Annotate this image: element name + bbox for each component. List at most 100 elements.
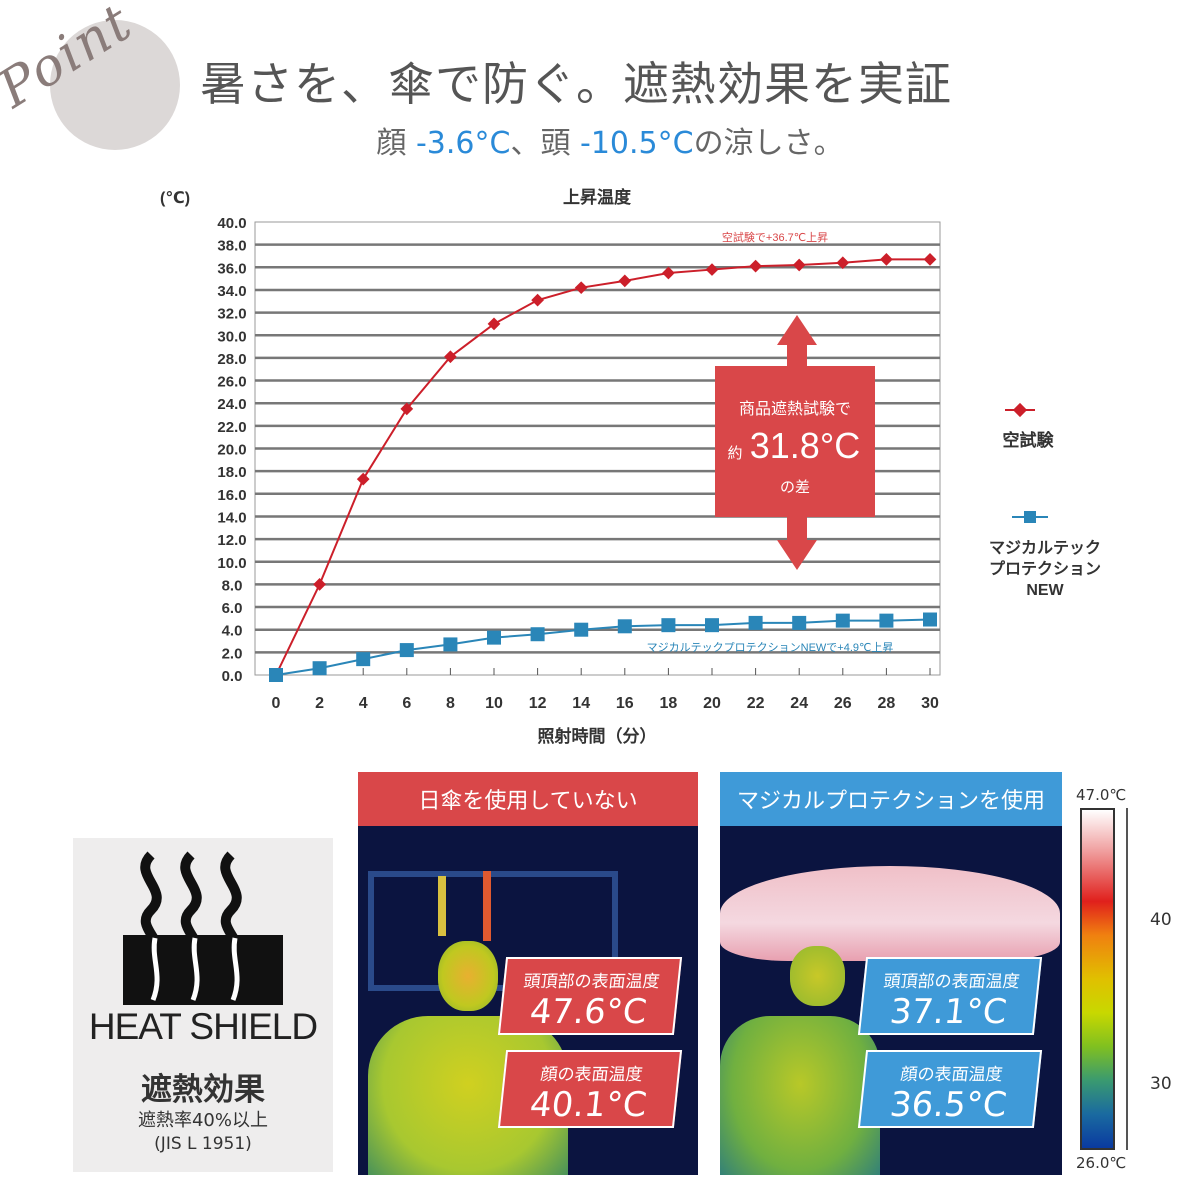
chart-title: 上昇温度 [563, 187, 632, 207]
legend-blue-label: NEW [1026, 582, 1064, 599]
y-tick-label: 20.0 [217, 442, 246, 459]
data-point-blue [835, 613, 850, 628]
face-diff: -3.6°C [415, 126, 511, 161]
tag-label: 顔の表面温度 [899, 1065, 1004, 1085]
y-tick-label: 14.0 [217, 509, 246, 526]
arrow-up-icon [777, 315, 817, 366]
data-point-blue [617, 619, 632, 634]
data-point-blue [356, 652, 371, 667]
data-point-blue [443, 637, 458, 652]
callout-label: 商品遮熱試験で [739, 400, 851, 418]
y-tick-label: 6.0 [222, 600, 243, 617]
difference-callout [715, 366, 875, 517]
tag-label: 頭頂部の表面温度 [522, 972, 661, 992]
y-tick-label: 22.0 [217, 419, 246, 436]
x-tick-label: 6 [402, 695, 411, 712]
callout-suffix: の差 [780, 479, 810, 496]
subtitle-text: の涼しさ。 [693, 126, 844, 161]
shield-rate: 遮熱率40%以上 [137, 1110, 268, 1131]
data-point-red [356, 472, 370, 486]
data-point-blue [748, 615, 763, 630]
y-tick-label: 34.0 [217, 283, 246, 300]
y-tick-label: 12.0 [217, 532, 246, 549]
data-point-blue [923, 612, 937, 627]
y-tick-label: 36.0 [217, 260, 246, 277]
page-title: 暑さを、傘で防ぐ。遮熱効果を実証 [200, 57, 952, 111]
data-point-blue [530, 627, 545, 642]
x-tick-label: 4 [359, 695, 368, 712]
data-point-blue [879, 613, 894, 628]
y-tick-label: 38.0 [217, 238, 246, 255]
x-tick-label: 16 [616, 695, 634, 712]
data-point-red [400, 402, 414, 416]
panel-heading-with-umbrella: マジカルプロテクションを使用 [720, 772, 1062, 826]
x-tick-label: 26 [834, 695, 852, 712]
head-temp-tag-with-umbrella: 頭頂部の表面温度 37.1°C [857, 957, 1043, 1035]
x-tick-label: 10 [485, 695, 503, 712]
legend-blue-label: プロテクション [989, 559, 1101, 578]
data-point-blue [661, 618, 676, 633]
x-tick-label: 18 [660, 695, 678, 712]
tag-value: 36.5°C [887, 1085, 1009, 1125]
face-temp-tag-no-umbrella: 顔の表面温度 40.1°C [497, 1050, 683, 1128]
x-tick-label: 12 [529, 695, 547, 712]
temperature-colorbar [1080, 808, 1115, 1150]
x-axis-label: 照射時間（分） [538, 726, 657, 746]
callout-prefix: 約 [727, 445, 742, 462]
data-point-blue [574, 622, 589, 637]
x-tick-label: 20 [703, 695, 721, 712]
series-line-red [275, 258, 930, 676]
tag-value: 40.1°C [527, 1085, 649, 1125]
y-tick-label: 24.0 [217, 396, 246, 413]
data-point-blue [399, 643, 414, 658]
x-tick-label: 24 [790, 695, 808, 712]
data-point-blue [269, 668, 283, 682]
x-tick-label: 2 [315, 695, 324, 712]
point-badge-circle [50, 20, 180, 150]
y-tick-label: 4.0 [222, 623, 243, 640]
x-tick-label: 14 [572, 695, 590, 712]
data-point-blue [705, 618, 719, 633]
subtitle-text: 、頭 [510, 126, 580, 161]
colorbar-tick-40: 40 [1150, 910, 1172, 930]
tag-value: 47.6°C [527, 992, 649, 1032]
shield-title: 遮熱効果 [141, 1072, 265, 1108]
x-tick-label: 28 [878, 695, 896, 712]
red-annotation: 空試験で+36.7℃上昇 [722, 230, 828, 244]
x-tick-label: 8 [446, 695, 455, 712]
series-line-blue [275, 618, 931, 676]
data-point-red [487, 317, 501, 331]
y-tick-label: 0.0 [222, 668, 243, 685]
y-tick-label: 8.0 [222, 577, 243, 594]
y-tick-label: 26.0 [217, 374, 246, 391]
y-tick-label: 32.0 [217, 306, 246, 323]
data-point-blue [487, 630, 501, 645]
blue-annotation: マジカルテックプロテクションNEWで+4.9℃上昇 [647, 641, 894, 654]
page-subtitle: 顔 -3.6°C、頭 -10.5°Cの涼しさ。 [0, 118, 1200, 162]
legend-red-label: 空試験 [1003, 430, 1055, 450]
heat-shield-logo-text: HEAT SHIELD [88, 1006, 318, 1047]
colorbar-tick-30: 30 [1150, 1074, 1172, 1094]
shield-standard: (JIS L 1951) [154, 1134, 252, 1154]
heat-shield-card: HEAT SHIELD 遮熱効果 遮熱率40%以上 (JIS L 1951) [73, 838, 333, 1172]
tag-value: 37.1°C [887, 992, 1009, 1032]
x-tick-label: 22 [747, 695, 765, 712]
colorbar-min: 26.0℃ [1076, 1154, 1127, 1172]
tag-label: 頭頂部の表面温度 [882, 972, 1021, 992]
callout-value: 31.8°C [750, 425, 860, 466]
temperature-chart: (℃) 上昇温度 照射時間（分） 0.0 2.0 4.0 6.0 8.0 10.0 12.0… [160, 187, 1101, 746]
y-tick-label: 30.0 [217, 328, 246, 345]
face-temp-tag-with-umbrella: 顔の表面温度 36.5°C [857, 1050, 1043, 1128]
legend-diamond-icon [1012, 402, 1028, 418]
panel-heading-no-umbrella: 日傘を使用していない [358, 772, 698, 826]
y-tick-label: 28.0 [217, 351, 246, 368]
colorbar-max: 47.0℃ [1076, 786, 1127, 804]
heat-shield-logo-icon [123, 851, 283, 1005]
legend-square-icon [1024, 511, 1036, 523]
tag-label: 顔の表面温度 [539, 1065, 644, 1085]
data-point-blue [312, 661, 327, 676]
x-tick-label: 0 [272, 695, 281, 712]
y-tick-label: 18.0 [217, 464, 246, 481]
legend-blue-label: マジカルテック [989, 539, 1101, 557]
arrow-down-icon [777, 517, 817, 570]
